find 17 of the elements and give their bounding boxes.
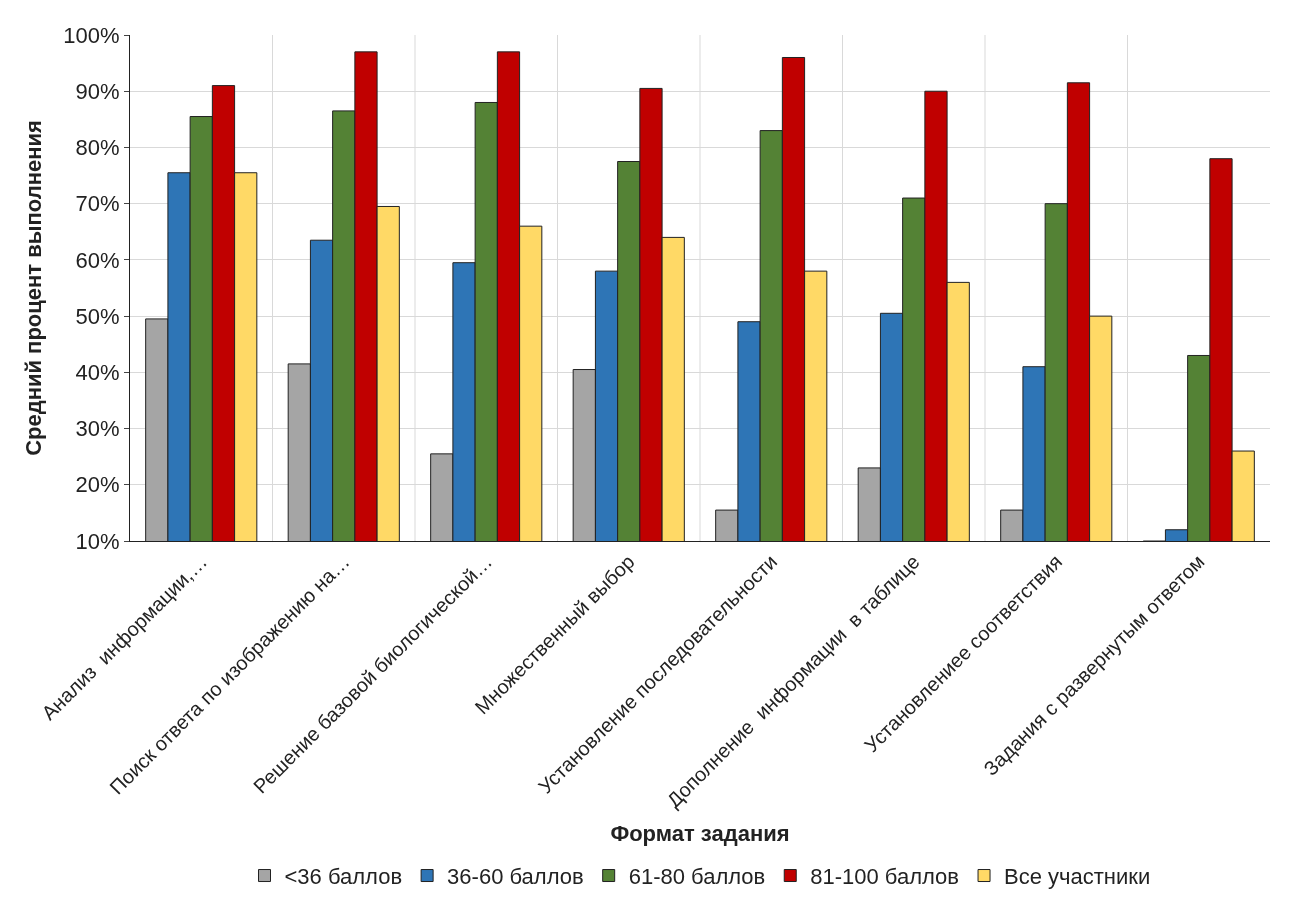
y-tick-label: 90% [75, 78, 120, 104]
y-tick-label: 30% [75, 416, 120, 442]
x-axis-title: Формат задания [610, 821, 790, 847]
y-tick-label: 20% [75, 472, 120, 498]
y-tick-label: 100% [63, 22, 120, 48]
y-tick-label: 50% [75, 303, 120, 329]
legend-label: 36-60 баллов [447, 864, 584, 890]
legend-label: Все участники [1004, 864, 1151, 890]
legend-label: <36 баллов [284, 864, 403, 890]
y-tick-label: 10% [75, 528, 120, 554]
y-tick-label: 60% [75, 247, 120, 273]
y-tick-label: 80% [75, 135, 120, 161]
legend-label: 81-100 баллов [810, 864, 960, 890]
y-tick-label: 40% [75, 360, 120, 386]
y-tick-label: 70% [75, 191, 120, 217]
legend-label: 61-80 баллов [628, 864, 766, 890]
y-axis-title: Средний процент выполнения [21, 120, 47, 456]
